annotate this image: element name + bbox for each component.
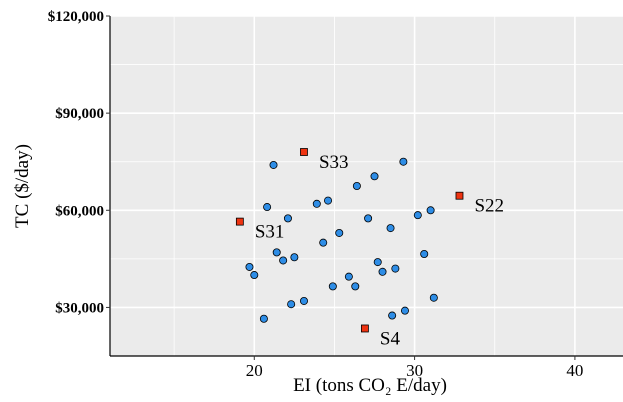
plot-background	[110, 16, 623, 356]
point-labels: S33 S22 S31 S4	[255, 152, 504, 349]
data-points	[235, 148, 464, 333]
x-tick-label: 40	[566, 361, 583, 380]
data-point	[364, 214, 373, 223]
data-point	[319, 238, 328, 247]
data-point	[378, 267, 387, 276]
data-point	[373, 258, 382, 267]
data-point	[272, 248, 281, 257]
point-label: S33	[319, 152, 349, 173]
y-tick-label: $60,000	[55, 203, 104, 219]
highlight-point	[360, 324, 369, 333]
data-point	[388, 311, 397, 320]
data-point	[290, 253, 299, 262]
point-label: S22	[474, 196, 504, 217]
data-point	[370, 172, 379, 181]
data-point	[324, 196, 333, 205]
data-point	[386, 224, 395, 233]
x-tick-label: 30	[406, 361, 423, 380]
y-tick-label: $120,000	[48, 9, 104, 25]
data-point	[287, 300, 296, 309]
x-axis-title: EI (tons CO₂ E/day)	[293, 375, 447, 396]
axes	[109, 16, 623, 357]
data-point	[245, 262, 254, 271]
point-label: S4	[380, 328, 401, 349]
data-point	[283, 214, 292, 223]
grid-lines	[110, 15, 623, 357]
point-label: S31	[255, 222, 285, 243]
highlight-point	[235, 217, 244, 226]
y-tick-label: $30,000	[55, 300, 104, 316]
data-point	[413, 211, 422, 220]
highlight-point	[300, 148, 308, 156]
data-point	[269, 160, 278, 169]
x-tick-label: 20	[246, 361, 263, 380]
data-point	[420, 249, 429, 258]
data-point	[312, 199, 321, 208]
data-point	[279, 256, 288, 265]
data-point	[259, 314, 268, 323]
y-tick-label: $90,000	[55, 106, 104, 122]
data-point	[399, 157, 408, 166]
data-point	[351, 282, 360, 291]
highlight-point	[455, 191, 464, 200]
data-point	[344, 272, 353, 281]
data-point	[352, 181, 361, 190]
data-point	[426, 206, 435, 215]
data-point	[299, 296, 308, 305]
data-point	[328, 282, 337, 291]
data-point	[335, 228, 344, 237]
data-point	[250, 271, 259, 280]
tick-labels: 20 30 40 $30,000 $60,000 $90,000 $120,000	[48, 9, 584, 380]
y-axis-title: TC ($/day)	[12, 144, 33, 228]
data-point	[400, 306, 409, 315]
data-point	[391, 264, 400, 273]
data-point	[429, 293, 438, 302]
data-point	[263, 203, 272, 212]
